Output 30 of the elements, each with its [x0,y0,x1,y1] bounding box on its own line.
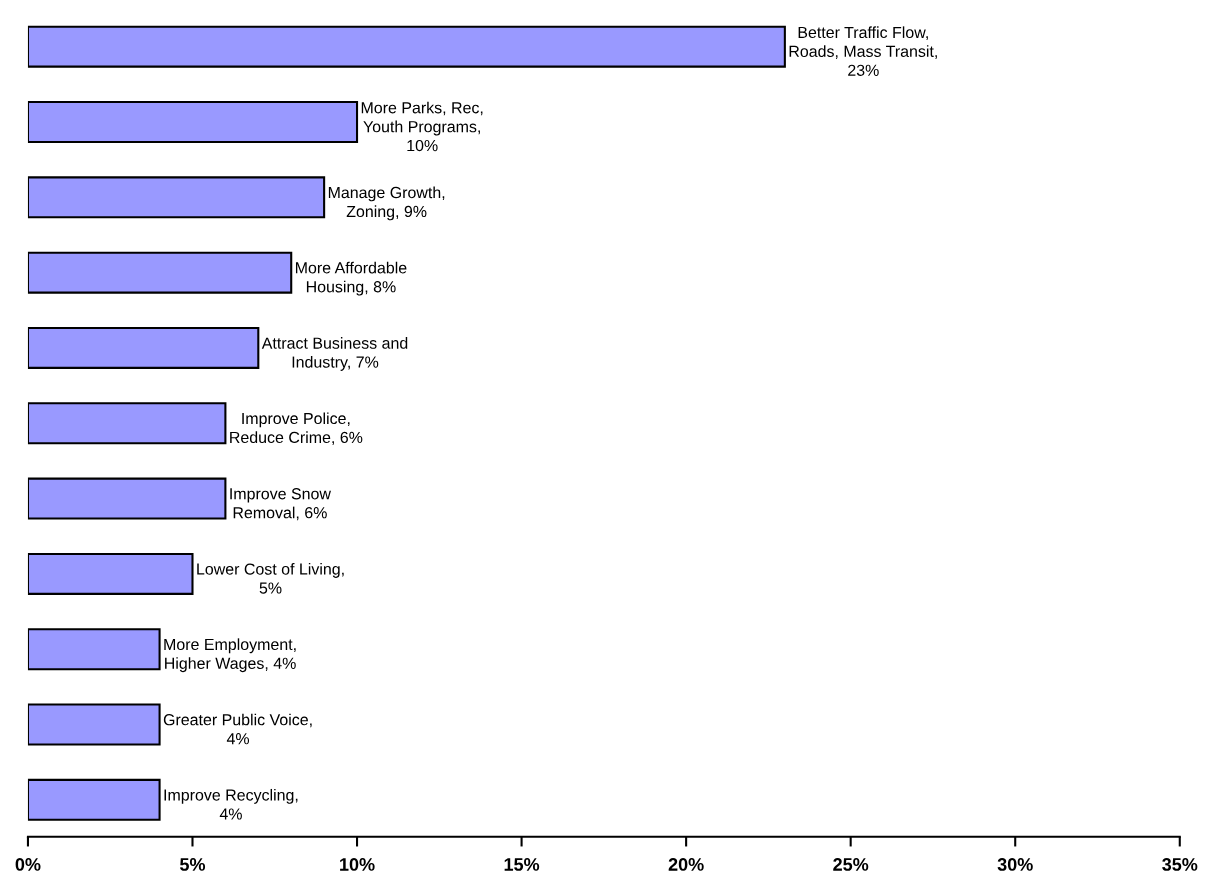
data-label: Lower Cost of Living, 5% [197,563,344,594]
x-tick-label: 30% [997,858,1033,871]
data-label: Improve Police, Reduce Crime, 6% [230,412,363,445]
bar [27,25,786,68]
data-label: Improve Snow Removal, 6% [230,488,331,521]
bar [27,251,293,294]
bar [27,101,359,144]
x-tick-label: 0% [15,858,41,871]
data-label: Attract Business and Industry, 7% [261,337,408,371]
bar [27,778,161,821]
x-tick-label: 15% [504,858,540,871]
bar [27,477,227,520]
data-label: More Parks, Rec, Youth Programs, 10% [361,101,483,152]
bar [27,402,227,445]
data-label: Manage Growth, Zoning, 9% [328,186,445,221]
data-label: Greater Public Voice, 4% [163,713,312,745]
bar [27,703,161,746]
x-tick-label: 10% [340,858,375,871]
x-tick-label: 5% [180,858,206,871]
bar [27,628,161,671]
data-label: More Affordable Housing, 8% [295,261,407,296]
x-tick-label: 25% [833,858,869,871]
data-label: Improve Recycling, 4% [164,788,298,820]
bar [27,326,260,369]
data-label: Better Traffic Flow, Roads, Mass Transit, 23% [789,26,937,76]
bar [27,176,326,219]
x-tick-label: 20% [668,858,704,871]
x-tick-label: 35% [1162,858,1198,871]
data-label: More Employment, Higher Wages, 4% [164,638,296,673]
bar [27,552,194,595]
